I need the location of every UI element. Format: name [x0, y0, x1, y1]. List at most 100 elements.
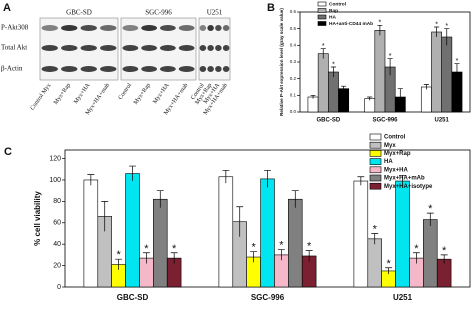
error-bar — [170, 252, 178, 264]
error-bar — [264, 169, 271, 188]
significance-mark: * — [414, 243, 419, 255]
band — [178, 66, 195, 72]
bar — [423, 219, 438, 288]
significance-mark: * — [251, 242, 256, 254]
y-tick-label: 0.1 — [290, 93, 297, 98]
bar — [317, 53, 329, 113]
band — [61, 66, 78, 72]
y-tick-label: 60 — [53, 220, 61, 227]
y-tick-label: 0.0 — [290, 109, 297, 114]
band — [141, 25, 157, 31]
significance-mark: * — [389, 53, 392, 60]
panel-label: A — [3, 2, 11, 14]
error-bar — [87, 174, 95, 186]
bar — [367, 238, 382, 288]
y-tick-label: 20 — [53, 262, 61, 269]
x-tick-label: SGC-996 — [251, 293, 285, 302]
row-label: β-Actin — [1, 65, 23, 73]
y-tick-label: 0.2 — [290, 76, 297, 81]
y-tick-label: 0.3 — [290, 59, 297, 64]
band — [222, 25, 230, 31]
significance-mark: * — [279, 240, 284, 252]
x-tick-label: SGC-996 — [372, 118, 398, 124]
legend-label: Myx+Rap — [384, 151, 411, 157]
band — [122, 25, 139, 31]
legend-swatch — [369, 166, 382, 174]
bar — [353, 180, 369, 288]
error-bar — [250, 251, 258, 263]
error-bar — [341, 85, 347, 92]
error-bar — [423, 84, 429, 90]
band — [199, 25, 207, 31]
significance-mark: * — [373, 224, 378, 236]
y-tick-label: 120 — [49, 155, 61, 162]
x-tick-label: U251 — [434, 118, 449, 124]
band — [100, 66, 117, 72]
y-tick-label: 0.4 — [290, 43, 297, 48]
legend-label: Myx+HA — [384, 167, 409, 173]
error-bar — [236, 206, 244, 237]
error-bar — [115, 258, 123, 270]
bar — [374, 30, 386, 113]
legend-label: Myx — [384, 143, 396, 149]
significance-mark: * — [332, 61, 335, 68]
bar — [83, 179, 99, 288]
legend-swatch — [317, 14, 327, 20]
legend-label: Myx+HA+isotype — [384, 184, 433, 190]
lane-label: Control Myx — [30, 82, 53, 111]
x-tick-label: GBC-SD — [316, 118, 340, 124]
bar — [307, 96, 319, 113]
error-bar — [454, 63, 460, 81]
lane-label: Myx+HA — [73, 82, 92, 105]
band — [215, 45, 222, 51]
band — [160, 66, 176, 72]
band — [222, 66, 230, 72]
error-bar — [291, 190, 299, 208]
lane-label: Myx+HA — [152, 82, 171, 105]
significance-mark: * — [445, 23, 448, 30]
y-tick-label: 0.6 — [290, 9, 297, 14]
band — [199, 66, 207, 72]
error-bar — [156, 190, 164, 208]
panel-label: B — [267, 2, 275, 14]
bar — [218, 176, 234, 288]
bar — [364, 98, 376, 113]
bar — [395, 180, 410, 288]
band — [100, 25, 117, 31]
legend-swatch — [317, 21, 327, 26]
band — [215, 66, 222, 72]
band — [178, 45, 195, 51]
y-axis-label: % cell viability — [33, 191, 42, 246]
bar — [431, 31, 442, 113]
row-label: Total Akt — [1, 44, 27, 52]
significance-mark: * — [435, 21, 438, 28]
band — [41, 45, 58, 51]
legend-swatch — [369, 174, 382, 182]
band — [207, 25, 214, 31]
significance-mark: * — [456, 58, 459, 65]
error-bar — [277, 249, 285, 261]
error-bar — [101, 201, 109, 232]
bar — [288, 198, 303, 288]
band — [222, 45, 230, 51]
bar — [153, 198, 168, 288]
row-label: P-Akt308 — [1, 24, 29, 32]
band — [41, 25, 58, 31]
error-bar — [371, 233, 379, 245]
legend-label: HA — [384, 159, 393, 165]
legend-swatch — [369, 141, 382, 149]
significance-mark: * — [144, 243, 149, 255]
error-bar — [440, 254, 448, 264]
error-bar — [330, 66, 336, 77]
band — [80, 66, 97, 72]
x-tick-label: GBC-SD — [117, 293, 149, 302]
significance-mark: * — [379, 20, 382, 27]
lane-label: Myx+Rap — [133, 82, 152, 105]
significance-mark: * — [428, 203, 433, 215]
band — [160, 45, 176, 51]
panel-label: C — [4, 146, 12, 158]
band — [141, 45, 157, 51]
error-bar — [222, 169, 230, 184]
error-bar — [399, 175, 406, 187]
bar — [125, 173, 140, 288]
